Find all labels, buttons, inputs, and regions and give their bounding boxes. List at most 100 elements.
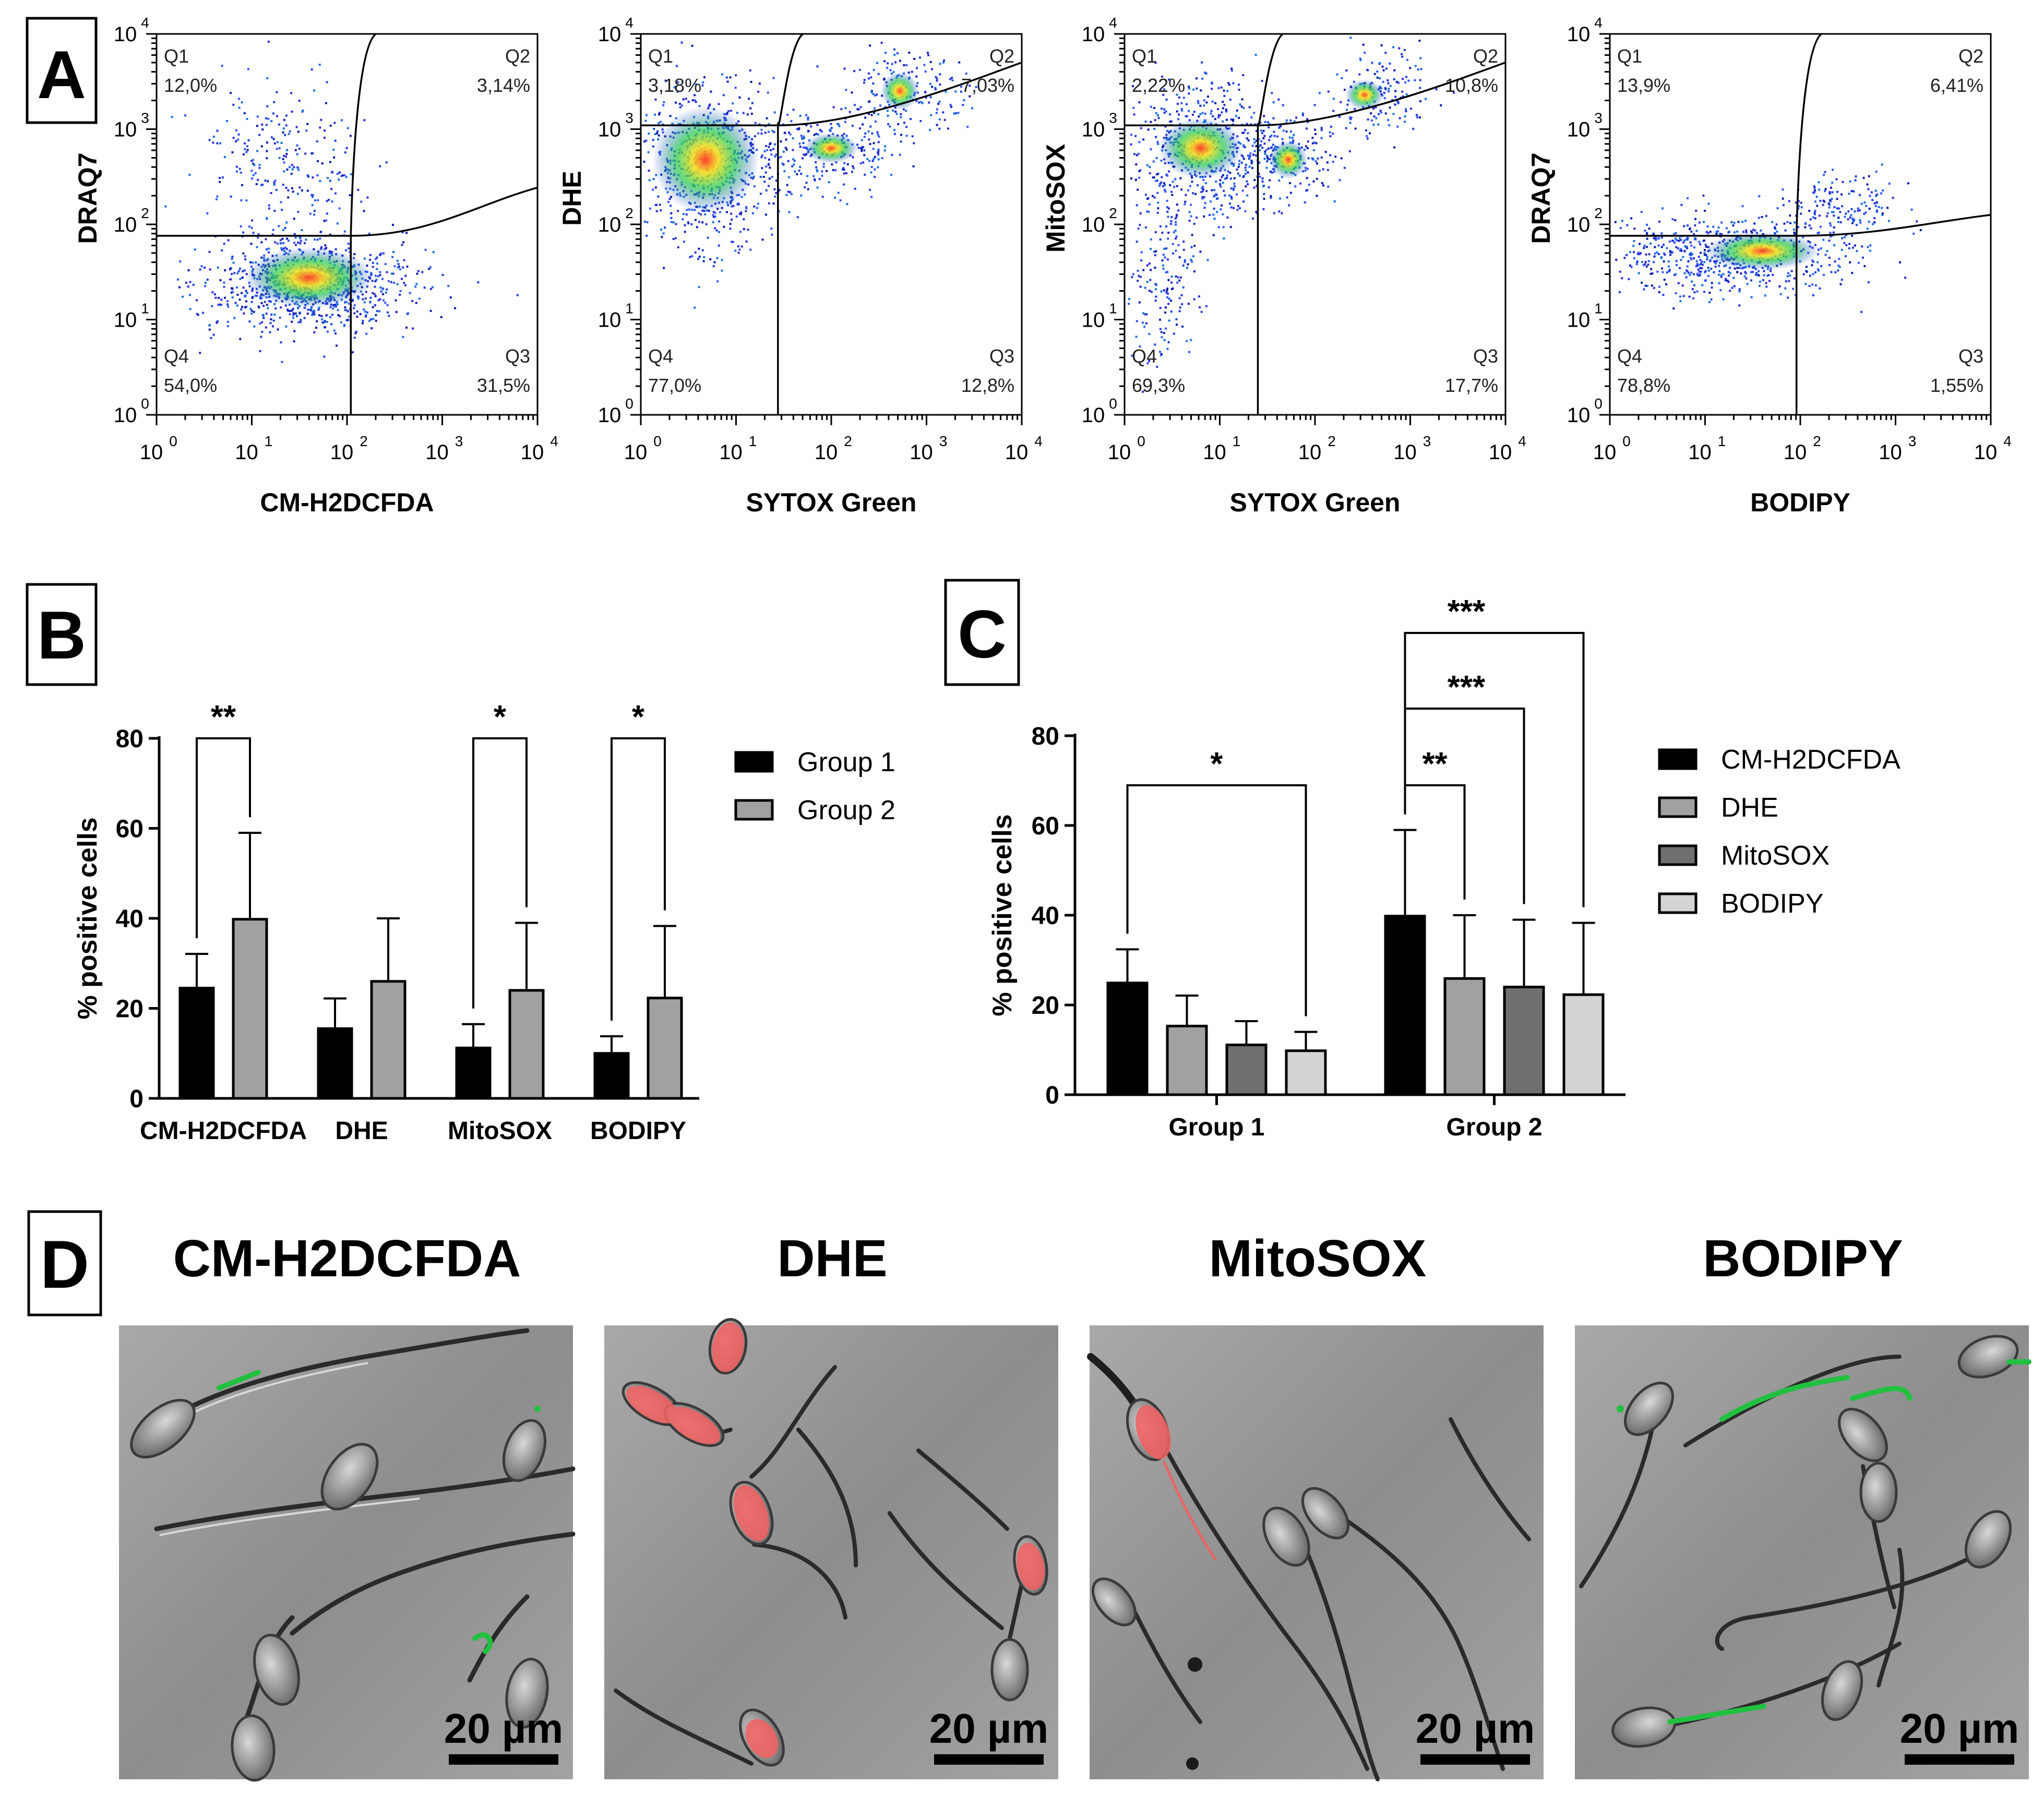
quadrant-value: 77,0% <box>648 375 701 396</box>
y-tick-label: 10 <box>1567 309 1591 332</box>
bar-group-1 <box>593 1052 630 1100</box>
legend-swatch <box>1658 748 1698 770</box>
x-tick-exponent: 3 <box>939 433 948 449</box>
quadrant-value: 13,9% <box>1617 75 1670 96</box>
legend-label: CM-H2DCFDA <box>1721 745 1900 775</box>
bar-mitosox <box>1225 1044 1268 1096</box>
x-tick-exponent: 1 <box>1718 433 1726 449</box>
y-tick-exponent: 0 <box>1594 396 1603 412</box>
x-tick-label: BODIPY <box>590 1117 686 1145</box>
y-tick-label: 10 <box>1567 404 1591 427</box>
x-tick-label: 10 <box>330 441 354 464</box>
y-tick-label: 40 <box>116 905 144 933</box>
panel-a-label: A <box>37 37 86 113</box>
x-tick-exponent: 2 <box>1328 433 1336 449</box>
y-tick-label: 10 <box>1082 309 1105 332</box>
significance-label: * <box>1210 746 1223 782</box>
x-tick-label: 10 <box>1688 441 1712 464</box>
x-tick-exponent: 4 <box>2003 433 2012 449</box>
legend: Group 1 Group 2 <box>734 747 895 825</box>
bar-group-2 <box>508 989 545 1100</box>
quadrant-name: Q2 <box>505 45 530 67</box>
bars <box>178 832 683 1100</box>
y-tick-label: 10 <box>1082 404 1105 427</box>
significance-bracket <box>1404 784 1466 900</box>
chart-c: 0 20 40 60 80 % positive cells Group 1 Group 2 *… <box>987 594 1900 1141</box>
bar-group-2 <box>232 918 268 1100</box>
y-tick-label: 10 <box>114 404 137 427</box>
y-tick-exponent: 4 <box>625 15 633 31</box>
x-tick-exponent: 0 <box>169 433 177 449</box>
x-tick-label: Group 2 <box>1446 1113 1542 1141</box>
legend-swatch <box>734 799 774 821</box>
x-tick-exponent: 3 <box>1908 433 1917 449</box>
y-tick-label: 10 <box>598 309 621 332</box>
x-tick-exponent: 0 <box>1622 433 1631 449</box>
x-tick-label: 10 <box>815 441 838 464</box>
y-tick-exponent: 1 <box>1594 301 1603 317</box>
x-tick-exponent: 0 <box>653 433 662 449</box>
quadrant-name: Q3 <box>989 345 1014 367</box>
flow-dots <box>643 41 977 309</box>
x-tick-label: 10 <box>1879 441 1902 464</box>
y-tick-exponent: 1 <box>625 301 633 317</box>
x-tick-exponent: 3 <box>1423 433 1431 449</box>
significance-bracket <box>1126 784 1307 1016</box>
significance-label: ** <box>1422 746 1448 782</box>
y-tick-label: 10 <box>114 23 137 46</box>
x-axis-label: SYTOX Green <box>1230 488 1401 517</box>
y-tick-label: 80 <box>1032 723 1059 750</box>
x-tick-label: 10 <box>1005 441 1029 464</box>
x-tick-label: 10 <box>1593 441 1617 464</box>
x-tick-label: 10 <box>1974 441 1998 464</box>
y-tick-exponent: 2 <box>141 205 149 221</box>
x-tick-label: 10 <box>1784 441 1807 464</box>
significance: * ******** <box>1126 594 1585 1016</box>
quadrant-value: 69,3% <box>1132 375 1185 396</box>
x-tick-label: 10 <box>1393 441 1417 464</box>
quadrant-name: Q1 <box>1617 45 1642 67</box>
y-tick-label: 0 <box>1045 1082 1059 1109</box>
significance-bracket <box>611 737 666 1021</box>
quadrant-value: 31,5% <box>477 375 530 396</box>
y-axis-label: DRAQ7 <box>1526 152 1556 244</box>
quadrant-name: Q4 <box>1617 345 1642 367</box>
micro-title-cm-h2dcfda: CM-H2DCFDA <box>173 1229 521 1288</box>
significance-label: ** <box>211 699 236 735</box>
quadrant-value: 6,41% <box>1930 75 1983 96</box>
flow-dots <box>1614 163 1922 313</box>
bar-group-1 <box>178 987 215 1100</box>
y-tick-exponent: 4 <box>141 15 149 31</box>
quadrant-name: Q2 <box>1958 45 1983 67</box>
quadrant-name: Q3 <box>1473 345 1498 367</box>
x-tick-label: Group 1 <box>1168 1113 1264 1141</box>
x-tick-exponent: 1 <box>265 433 273 449</box>
y-tick-label: 10 <box>114 118 137 141</box>
panel-c-label: C <box>958 596 1007 672</box>
x-tick-label: 10 <box>910 441 933 464</box>
y-tick-exponent: 4 <box>1109 15 1117 31</box>
y-tick-exponent: 3 <box>1594 110 1603 126</box>
legend-label: DHE <box>1721 793 1778 823</box>
quadrant-name: Q1 <box>648 45 673 67</box>
x-tick-label: 10 <box>140 441 163 464</box>
significance-bracket <box>196 737 251 939</box>
x-tick-exponent: 1 <box>1233 433 1241 449</box>
quadrant-value: 3,14% <box>477 75 530 96</box>
y-tick-exponent: 2 <box>625 205 633 221</box>
y-tick-label: 40 <box>1032 902 1059 930</box>
scale-bar-label-1: 20 µm <box>444 1705 563 1752</box>
y-tick-exponent: 1 <box>1109 301 1117 317</box>
y-tick-label: 10 <box>1567 118 1591 141</box>
x-tick-exponent: 2 <box>360 433 368 449</box>
panel-b-label: B <box>37 597 86 673</box>
y-tick-exponent: 3 <box>141 110 149 126</box>
panel-a-label-box <box>26 17 98 124</box>
bar-cm-h2dcfda <box>1106 981 1149 1096</box>
quadrant-value: 10,8% <box>1445 75 1498 96</box>
panel-b-label-box <box>26 583 98 686</box>
